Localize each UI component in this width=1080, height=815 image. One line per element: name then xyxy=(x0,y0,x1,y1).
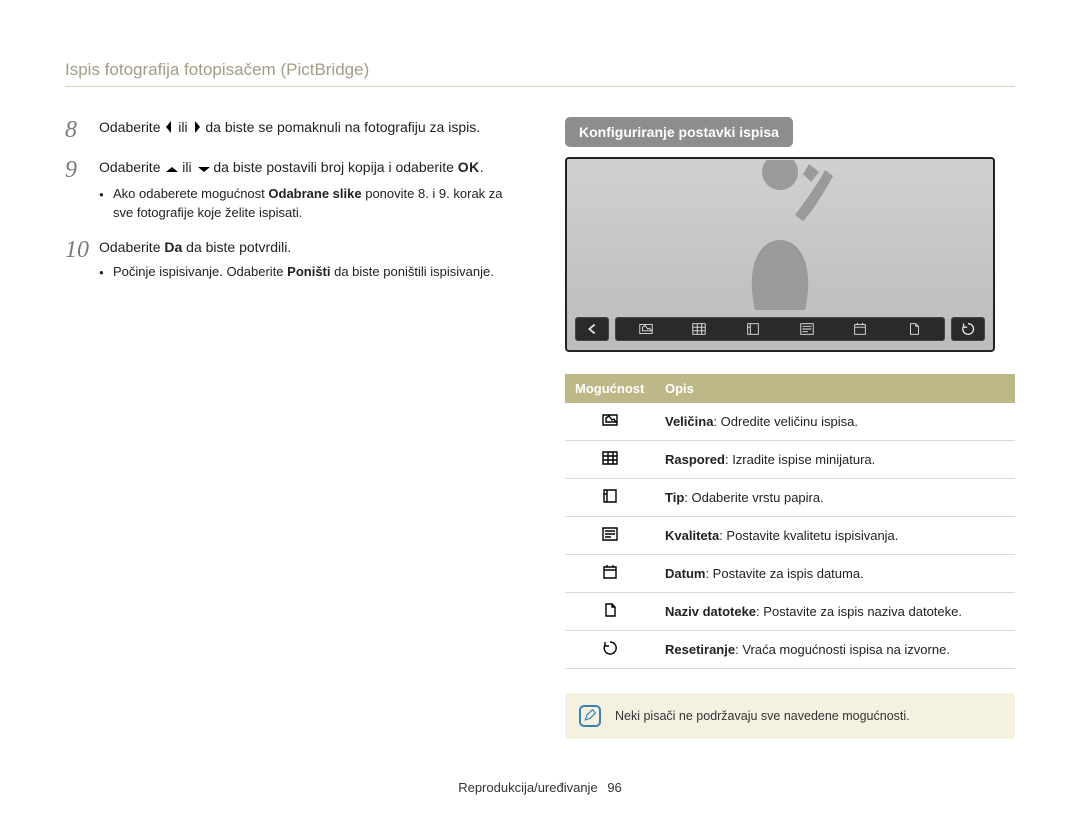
ok-button-label: OK xyxy=(458,157,480,177)
text: Odaberite xyxy=(99,119,164,135)
right-arrow-icon xyxy=(192,118,202,138)
text-bold: Odabrane slike xyxy=(268,186,361,201)
option-description: Tip: Odaberite vrstu papira. xyxy=(655,479,1015,517)
bullet-list: Ako odaberete mogućnost Odabrane slike p… xyxy=(99,185,525,223)
text: da biste poništili ispisivanje. xyxy=(331,264,494,279)
col-header-option: Mogućnost xyxy=(565,374,655,403)
quality-icon xyxy=(565,517,655,555)
left-arrow-icon xyxy=(164,118,174,138)
option-description: Raspored: Izradite ispise minijatura. xyxy=(655,441,1015,479)
down-arrow-icon xyxy=(196,159,210,179)
table-row: Tip: Odaberite vrstu papira. xyxy=(565,479,1015,517)
table-row: Datum: Postavite za ispis datuma. xyxy=(565,555,1015,593)
footer: Reprodukcija/uređivanje 96 xyxy=(0,780,1080,795)
toolbar xyxy=(575,316,985,342)
text-bold: Da xyxy=(164,239,182,255)
text: Ako odaberete mogućnost xyxy=(113,186,268,201)
col-header-desc: Opis xyxy=(655,374,1015,403)
option-description: Resetiranje: Vraća mogućnosti ispisa na … xyxy=(655,631,1015,669)
text: da biste se pomaknuli na fotografiju za … xyxy=(205,119,480,135)
file-icon[interactable] xyxy=(902,320,926,338)
text: ili xyxy=(178,119,191,135)
step-10: 10 Odaberite Da da biste potvrdili. Poči… xyxy=(65,237,525,282)
right-column: Konfiguriranje postavki ispisa xyxy=(565,117,1015,739)
option-description: Kvaliteta: Postavite kvalitetu ispisivan… xyxy=(655,517,1015,555)
left-column: 8 Odaberite ili da biste se pomaknuli na… xyxy=(65,117,525,739)
reset-button[interactable] xyxy=(951,317,985,341)
content-columns: 8 Odaberite ili da biste se pomaknuli na… xyxy=(65,117,1015,739)
date-icon xyxy=(565,555,655,593)
type-icon[interactable] xyxy=(741,320,765,338)
toolbar-middle xyxy=(615,317,945,341)
camera-preview xyxy=(565,157,995,352)
options-table: Mogućnost Opis Veličina: Odredite veliči… xyxy=(565,374,1015,669)
table-header-row: Mogućnost Opis xyxy=(565,374,1015,403)
table-row: Veličina: Odredite veličinu ispisa. xyxy=(565,403,1015,441)
text-bold: Poništi xyxy=(287,264,330,279)
text: da biste potvrdili. xyxy=(182,239,291,255)
note-icon xyxy=(579,705,601,727)
size-icon[interactable] xyxy=(634,320,658,338)
reset-icon xyxy=(565,631,655,669)
text: da biste postavili broj kopija i odaberi… xyxy=(213,159,457,175)
table-row: Raspored: Izradite ispise minijatura. xyxy=(565,441,1015,479)
list-item: Ako odaberete mogućnost Odabrane slike p… xyxy=(99,185,525,223)
step-number: 8 xyxy=(65,117,87,143)
note-text: Neki pisači ne podržavaju sve navedene m… xyxy=(615,709,910,723)
text: Počinje ispisivanje. Odaberite xyxy=(113,264,287,279)
up-arrow-icon xyxy=(164,159,178,179)
quality-icon[interactable] xyxy=(795,320,819,338)
layout-icon xyxy=(565,441,655,479)
section-heading: Konfiguriranje postavki ispisa xyxy=(565,117,793,147)
step-8: 8 Odaberite ili da biste se pomaknuli na… xyxy=(65,117,525,143)
step-number: 10 xyxy=(65,237,87,282)
back-button[interactable] xyxy=(575,317,609,341)
page-title: Ispis fotografija fotopisačem (PictBridg… xyxy=(65,60,1015,87)
layout-icon[interactable] xyxy=(687,320,711,338)
step-body: Odaberite ili da biste postavili broj ko… xyxy=(99,157,525,222)
step-9: 9 Odaberite ili da biste postavili broj … xyxy=(65,157,525,222)
text: . xyxy=(480,159,484,175)
footer-text: Reprodukcija/uređivanje xyxy=(458,780,597,795)
date-icon[interactable] xyxy=(848,320,872,338)
silhouette-image xyxy=(695,160,865,310)
size-icon xyxy=(565,403,655,441)
list-item: Počinje ispisivanje. Odaberite Poništi d… xyxy=(99,263,494,282)
text: Odaberite xyxy=(99,159,164,175)
bullet-list: Počinje ispisivanje. Odaberite Poništi d… xyxy=(99,263,494,282)
table-row: Resetiranje: Vraća mogućnosti ispisa na … xyxy=(565,631,1015,669)
option-description: Naziv datoteke: Postavite za ispis naziv… xyxy=(655,593,1015,631)
step-body: Odaberite ili da biste se pomaknuli na f… xyxy=(99,117,480,143)
option-description: Datum: Postavite za ispis datuma. xyxy=(655,555,1015,593)
option-description: Veličina: Odredite veličinu ispisa. xyxy=(655,403,1015,441)
file-icon xyxy=(565,593,655,631)
step-number: 9 xyxy=(65,157,87,222)
note-box: Neki pisači ne podržavaju sve navedene m… xyxy=(565,693,1015,739)
page-number: 96 xyxy=(607,780,621,795)
text: Odaberite xyxy=(99,239,164,255)
step-body: Odaberite Da da biste potvrdili. Počinje… xyxy=(99,237,494,282)
table-row: Naziv datoteke: Postavite za ispis naziv… xyxy=(565,593,1015,631)
text: ili xyxy=(182,159,195,175)
type-icon xyxy=(565,479,655,517)
table-row: Kvaliteta: Postavite kvalitetu ispisivan… xyxy=(565,517,1015,555)
